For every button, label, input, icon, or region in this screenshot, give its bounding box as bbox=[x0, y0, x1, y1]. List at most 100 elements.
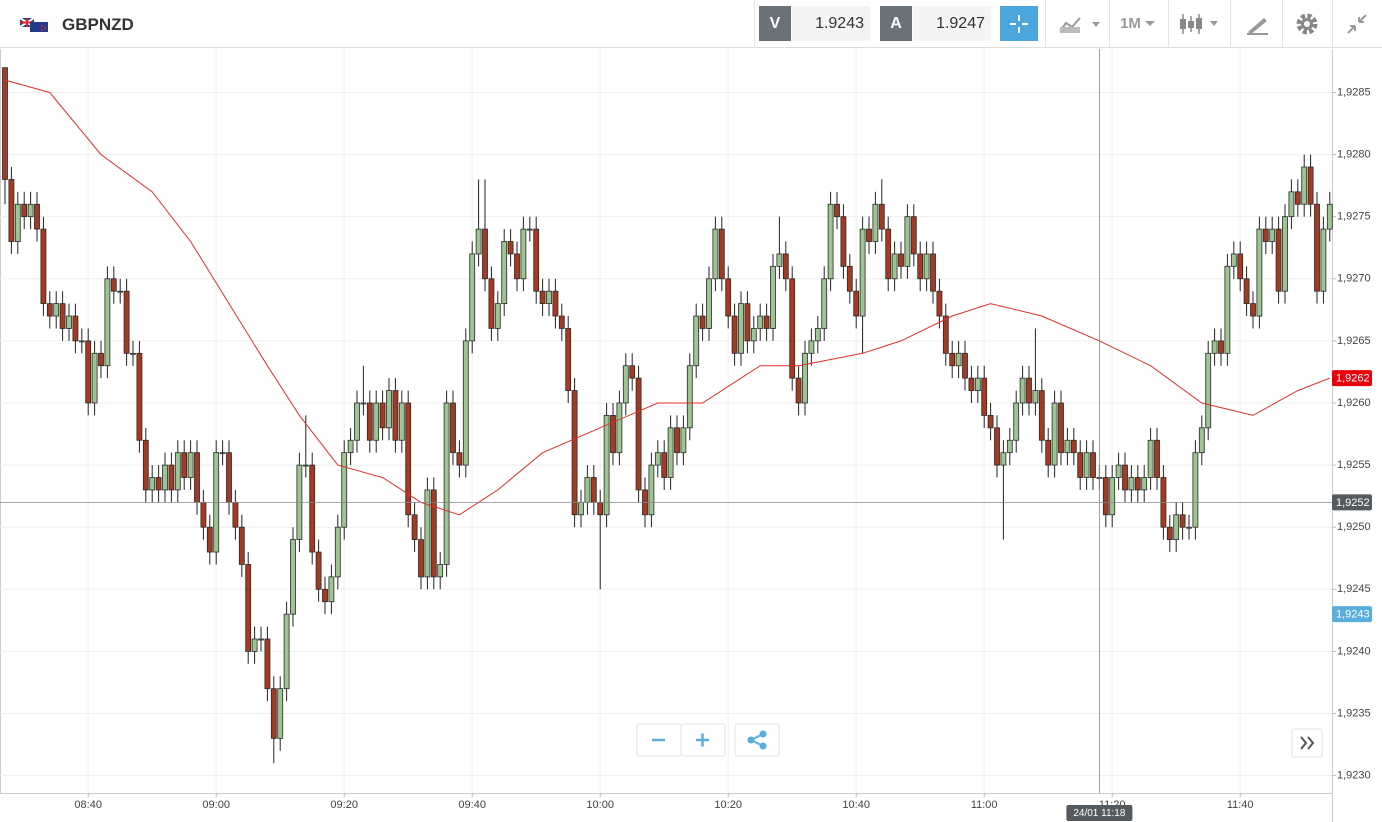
candle-body bbox=[1243, 278, 1250, 305]
candle-body bbox=[494, 303, 501, 329]
plot-area bbox=[0, 49, 1332, 793]
candle-body bbox=[955, 352, 962, 367]
candle-body bbox=[795, 377, 802, 404]
candle-body bbox=[123, 290, 130, 354]
candle-body bbox=[1314, 203, 1320, 292]
candle-body bbox=[610, 415, 616, 454]
candle-body bbox=[226, 452, 232, 503]
candle-body bbox=[546, 290, 552, 305]
candle-body bbox=[1198, 427, 1205, 454]
candle-body bbox=[1301, 166, 1308, 205]
candle-body bbox=[910, 216, 917, 255]
candle-body bbox=[987, 415, 994, 429]
candle-body bbox=[277, 688, 284, 739]
candle-body bbox=[1038, 390, 1045, 441]
crosshair-button[interactable] bbox=[1000, 6, 1038, 41]
y-tick-label: 1,9235 bbox=[1337, 707, 1371, 719]
candle-body bbox=[712, 228, 719, 280]
candle-body bbox=[405, 402, 412, 516]
y-tick-label: 1,9285 bbox=[1337, 86, 1371, 98]
candle-body bbox=[219, 452, 226, 455]
settings-button[interactable] bbox=[1290, 6, 1324, 41]
candle-body bbox=[1102, 477, 1109, 516]
candle-body bbox=[366, 402, 373, 441]
toolbar: GBPNZD V 1.9243 A 1.9247 1M bbox=[0, 0, 1382, 48]
y-tick-label: 1,9250 bbox=[1337, 521, 1371, 533]
price-label-box bbox=[1332, 370, 1372, 387]
candle-body bbox=[821, 278, 828, 329]
candle-body bbox=[155, 477, 162, 491]
chart-type-button[interactable] bbox=[1055, 6, 1103, 41]
candle-body bbox=[232, 501, 239, 528]
candle-body bbox=[757, 315, 764, 329]
candle-body bbox=[40, 228, 47, 305]
x-tick-label: 11:00 bbox=[971, 799, 998, 811]
candle-body bbox=[1326, 203, 1333, 230]
buy-button[interactable]: A bbox=[880, 6, 912, 41]
candle-body bbox=[936, 290, 943, 317]
candle-body bbox=[142, 439, 149, 491]
candle-body bbox=[840, 216, 847, 267]
candle-body bbox=[680, 427, 687, 454]
price-label-box bbox=[1332, 494, 1372, 511]
candle-body bbox=[1000, 452, 1007, 466]
x-tick-label: 09:00 bbox=[202, 799, 230, 811]
draw-button[interactable] bbox=[1240, 6, 1274, 41]
price-label: 1,9252 bbox=[1336, 497, 1370, 509]
candle-body bbox=[110, 278, 117, 292]
candle-body bbox=[1077, 452, 1084, 478]
candle-body bbox=[379, 402, 386, 429]
candle-body bbox=[309, 464, 316, 553]
candle-body bbox=[418, 539, 424, 578]
candle-body bbox=[34, 203, 40, 230]
sell-button[interactable]: V bbox=[759, 6, 791, 41]
y-tick-label: 1,9260 bbox=[1337, 397, 1371, 409]
candle-body bbox=[91, 352, 98, 404]
x-tick-label: 10:20 bbox=[714, 799, 742, 811]
candle-body bbox=[53, 303, 60, 317]
timeframe-button[interactable]: 1M bbox=[1116, 6, 1160, 41]
candle-body bbox=[322, 588, 328, 603]
candle-body bbox=[136, 352, 143, 441]
collapse-button[interactable] bbox=[1340, 6, 1374, 41]
candle-body bbox=[302, 464, 309, 467]
candle-body bbox=[98, 352, 104, 367]
candle-body bbox=[174, 452, 181, 491]
candle-body bbox=[258, 638, 264, 641]
candle-body bbox=[104, 278, 111, 367]
candle-body bbox=[1019, 377, 1026, 404]
candle-body bbox=[1173, 514, 1180, 541]
candle-body bbox=[763, 315, 770, 329]
candle-body bbox=[315, 551, 322, 590]
zoom-controls bbox=[636, 723, 1323, 758]
candle-body bbox=[149, 477, 156, 491]
candle-body bbox=[270, 688, 277, 739]
candle-body bbox=[981, 377, 988, 416]
candle-body bbox=[72, 315, 79, 342]
candle-body bbox=[443, 402, 450, 565]
candle-body bbox=[1282, 216, 1288, 292]
candle-body bbox=[1269, 228, 1276, 242]
candle-body bbox=[1166, 526, 1173, 541]
candle-body bbox=[526, 228, 533, 231]
candle-body bbox=[469, 253, 476, 342]
candle-button[interactable] bbox=[1176, 6, 1224, 41]
candle-body bbox=[558, 315, 565, 329]
candle-body bbox=[194, 452, 200, 503]
candle-body bbox=[475, 228, 482, 255]
candle-body bbox=[590, 477, 597, 503]
candle-body bbox=[539, 290, 546, 305]
candle-body bbox=[360, 402, 367, 405]
share-button[interactable] bbox=[734, 723, 780, 757]
candle-body bbox=[66, 315, 72, 329]
timeframe: 1M bbox=[1120, 15, 1141, 32]
candle-body bbox=[1320, 228, 1327, 292]
candle-body bbox=[770, 265, 776, 329]
candle-body bbox=[482, 228, 488, 280]
candle-body bbox=[328, 576, 335, 603]
candle-body bbox=[450, 402, 456, 454]
candle-body bbox=[872, 203, 879, 242]
candle-body bbox=[693, 315, 700, 367]
